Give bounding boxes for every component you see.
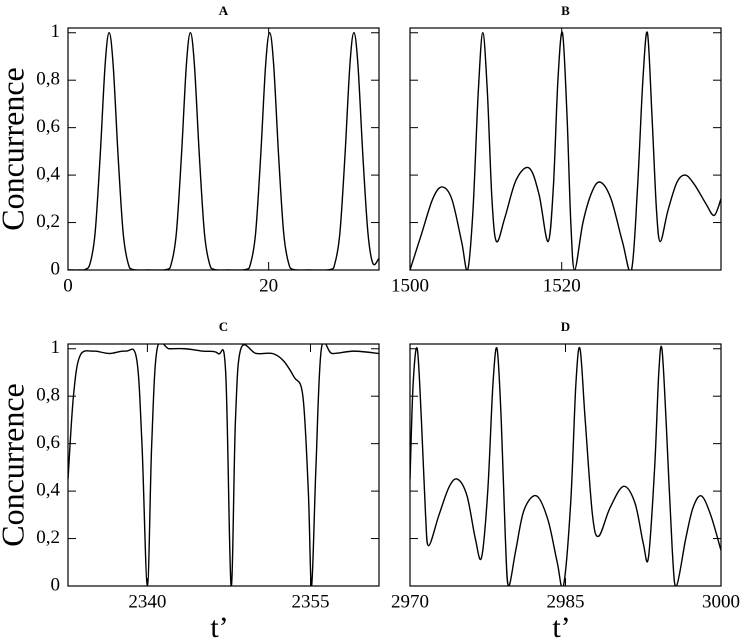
plot-frame	[67, 343, 380, 587]
panel-title: C	[219, 319, 228, 334]
y-tick-label: 1	[51, 21, 61, 42]
x-axis-label: t’	[552, 611, 570, 642]
y-tick-label: 0	[51, 574, 61, 595]
y-tick-label: 0,8	[36, 69, 60, 90]
y-tick-label: 0	[51, 258, 61, 279]
panel-title: B	[561, 3, 570, 18]
x-axis-label: t’	[210, 611, 228, 642]
y-axis-label: Concurrence	[0, 383, 30, 546]
y-tick-label: 1	[51, 337, 61, 358]
panel: A 0 0,2 0,4 0,6 0,8 1 0 20 Concurrence	[0, 3, 380, 296]
data-line	[410, 345, 721, 586]
data-line	[68, 344, 379, 586]
y-tick-label: 0,4	[36, 163, 60, 184]
x-tick-label: 2340	[128, 591, 166, 612]
x-tick-label: 1500	[391, 275, 429, 296]
x-tick-label: 0	[63, 275, 73, 296]
panel-title: D	[561, 319, 570, 334]
plot-frame	[409, 343, 722, 587]
x-tick-label: 2985	[547, 591, 585, 612]
y-tick-label: 0,4	[36, 479, 60, 500]
data-line	[68, 32, 379, 270]
y-tick-label: 0,2	[36, 211, 60, 232]
plot-frame	[67, 27, 380, 271]
x-tick-label: 3000	[702, 591, 740, 612]
y-tick-label: 0,6	[36, 116, 60, 137]
x-tick-label: 20	[259, 275, 278, 296]
y-tick-label: 0,2	[36, 527, 60, 548]
y-tick-label: 0,8	[36, 385, 60, 406]
x-tick-label: 2355	[291, 591, 329, 612]
y-tick-label: 0,6	[36, 432, 60, 453]
data-line	[410, 31, 721, 270]
x-tick-label: 1520	[543, 275, 581, 296]
panel: B 1500 1520	[391, 3, 722, 296]
panel-title: A	[219, 3, 229, 18]
x-tick-label: 2970	[391, 591, 429, 612]
panel: C 0 0,2 0,4 0,6 0,8 1 2340 2355 Concurrence t’	[0, 319, 380, 642]
plot-frame	[409, 27, 722, 271]
panel: D 2970 2985 3000 t’	[391, 319, 740, 642]
y-axis-label: Concurrence	[0, 67, 30, 230]
